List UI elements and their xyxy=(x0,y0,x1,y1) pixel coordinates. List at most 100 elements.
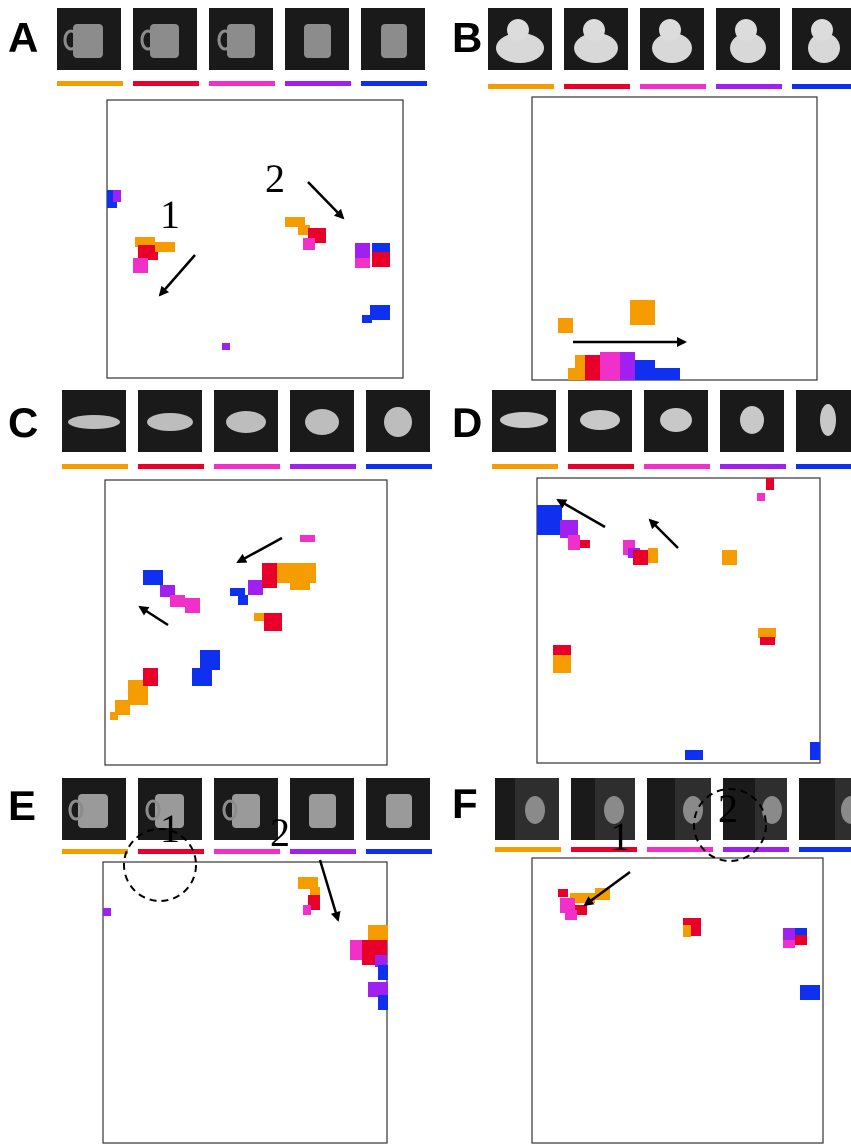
activation-patch xyxy=(300,535,315,542)
object xyxy=(147,413,193,431)
activation-patch xyxy=(192,668,212,686)
color-bar xyxy=(366,464,432,469)
activation-patch xyxy=(238,595,248,605)
color-bar xyxy=(290,464,356,469)
plot-frame xyxy=(103,862,387,1143)
color-bar xyxy=(564,84,630,89)
activation-patch xyxy=(722,550,737,565)
object xyxy=(386,794,412,828)
activation-patch xyxy=(143,668,158,686)
activation-patch xyxy=(103,908,111,916)
activation-patch xyxy=(372,252,390,267)
object xyxy=(68,415,120,429)
color-bar xyxy=(716,84,782,89)
activation-patch xyxy=(635,360,655,380)
activation-patch xyxy=(655,368,680,380)
color-bar xyxy=(133,81,199,86)
object xyxy=(305,409,339,435)
panel-letter: B xyxy=(452,14,482,61)
color-bar xyxy=(568,464,634,469)
panel-letter: C xyxy=(8,399,38,446)
object xyxy=(660,408,692,432)
activation-patch xyxy=(683,925,691,937)
object xyxy=(226,411,266,433)
object xyxy=(820,404,836,436)
color-bar xyxy=(488,84,554,89)
panel-letter: A xyxy=(8,14,38,61)
object xyxy=(735,19,757,41)
activation-patch xyxy=(155,242,175,252)
object xyxy=(525,796,545,824)
object xyxy=(304,24,331,58)
activation-patch xyxy=(558,889,568,897)
activation-patch xyxy=(568,535,580,550)
activation-patch xyxy=(254,613,264,621)
region-label: 1 xyxy=(160,806,180,851)
region-label: 1 xyxy=(160,192,180,237)
object xyxy=(659,19,681,41)
activation-patch xyxy=(580,540,590,548)
activation-patch xyxy=(558,318,573,333)
color-bar xyxy=(799,847,851,852)
activation-patch xyxy=(370,305,390,320)
region-label: 1 xyxy=(610,814,630,859)
activation-patch xyxy=(230,588,245,596)
activation-patch xyxy=(110,712,118,720)
activation-patch xyxy=(378,995,388,1010)
plot-frame xyxy=(105,480,387,765)
color-bar xyxy=(644,464,710,469)
region-label: 2 xyxy=(270,810,290,855)
object xyxy=(811,19,833,41)
activation-patch xyxy=(795,935,807,945)
activation-patch xyxy=(113,190,121,202)
activation-patch xyxy=(303,238,315,250)
activation-patch xyxy=(303,905,311,915)
plot-frame xyxy=(537,478,820,763)
object xyxy=(500,412,548,428)
activation-patch xyxy=(783,940,795,948)
color-bar xyxy=(62,849,128,854)
activation-patch xyxy=(355,243,370,258)
color-bar xyxy=(796,464,851,469)
activation-patch xyxy=(620,352,635,380)
activation-patch xyxy=(264,613,282,631)
activation-patch xyxy=(766,478,774,490)
color-bar xyxy=(495,847,561,852)
activation-patch xyxy=(222,343,230,350)
object xyxy=(381,24,407,58)
panels xyxy=(57,8,851,1143)
activation-patch xyxy=(133,258,148,273)
activation-patch xyxy=(185,598,200,613)
color-bar xyxy=(209,81,275,86)
activation-patch xyxy=(262,563,277,588)
activation-patch xyxy=(810,742,820,760)
activation-patch xyxy=(600,352,620,380)
color-bar xyxy=(366,849,432,854)
activation-patch xyxy=(362,315,372,323)
activation-patch xyxy=(585,355,600,380)
object xyxy=(309,794,336,828)
activation-patch xyxy=(537,505,562,535)
panel-letter: D xyxy=(452,399,482,446)
activation-patch xyxy=(372,243,390,253)
region-label: 2 xyxy=(265,156,285,201)
color-bar xyxy=(290,849,356,854)
activation-patch xyxy=(355,258,370,268)
activation-patch xyxy=(685,750,703,760)
color-bar xyxy=(361,81,427,86)
region-label: 2 xyxy=(718,786,738,831)
color-bar xyxy=(492,464,558,469)
activation-patch xyxy=(565,910,577,920)
activation-patch xyxy=(378,965,388,980)
activation-patch xyxy=(170,595,185,607)
color-bar xyxy=(138,464,204,469)
activation-patch xyxy=(553,655,571,673)
color-bar xyxy=(62,464,128,469)
color-bar xyxy=(285,81,351,86)
color-bar xyxy=(57,81,123,86)
activation-patch xyxy=(758,628,776,638)
panel-letter: E xyxy=(8,782,36,829)
object xyxy=(583,19,605,41)
object xyxy=(580,410,620,430)
color-bar xyxy=(720,464,786,469)
